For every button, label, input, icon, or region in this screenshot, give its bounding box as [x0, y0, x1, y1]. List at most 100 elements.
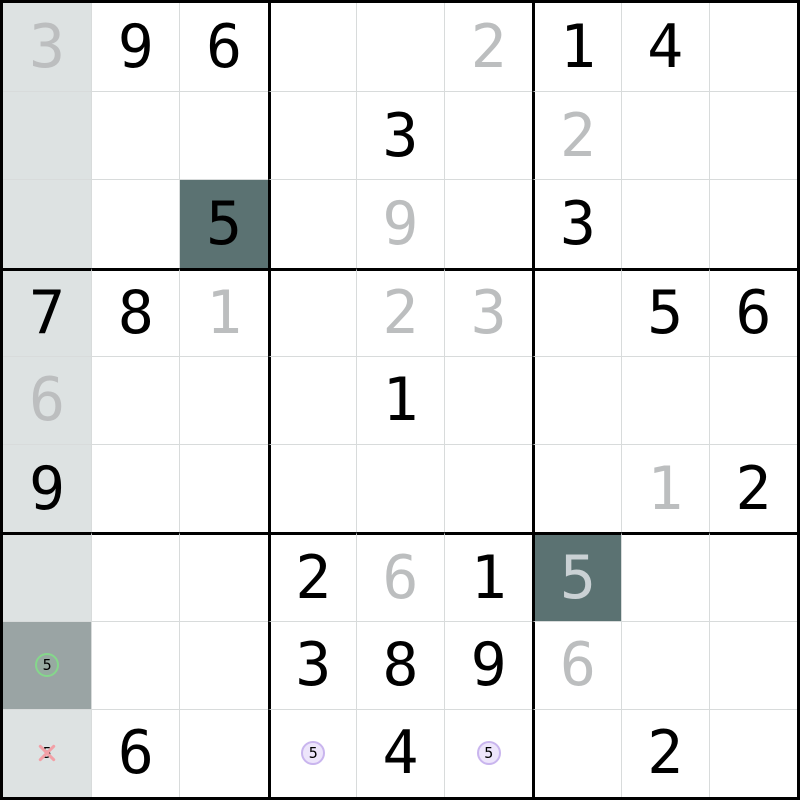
cell-r3c4[interactable]	[267, 179, 356, 268]
cell-r4c6[interactable]: 3	[444, 267, 533, 356]
cell-r7c1[interactable]	[3, 532, 92, 621]
cell-r9c9[interactable]	[708, 708, 797, 797]
cell-r5c8[interactable]	[620, 355, 709, 445]
cell-r7c9[interactable]	[708, 532, 797, 621]
cell-r5c1[interactable]: 6	[3, 355, 92, 445]
cell-r3c9[interactable]	[708, 179, 797, 268]
cell-r1c8[interactable]: 4	[620, 3, 709, 92]
cell-r5c4[interactable]	[267, 355, 356, 445]
cell-r8c8[interactable]	[620, 620, 709, 709]
cell-r6c1[interactable]: 9	[3, 444, 92, 533]
cell-r3c6[interactable]	[444, 179, 533, 268]
cell-r1c6[interactable]: 2	[444, 3, 533, 92]
cell-digit: 6	[559, 630, 596, 701]
cell-r7c7[interactable]: 5	[532, 532, 621, 621]
cell-r4c8[interactable]: 5	[620, 267, 709, 356]
cell-r5c2[interactable]	[91, 355, 180, 445]
cell-r9c1[interactable]: 5	[3, 708, 92, 797]
cell-digit: 2	[647, 718, 684, 789]
cell-r6c9[interactable]: 2	[708, 444, 797, 533]
cell-r8c3[interactable]	[179, 620, 268, 709]
cell-r1c9[interactable]	[708, 3, 797, 92]
cell-r6c4[interactable]	[267, 444, 356, 533]
cell-r6c6[interactable]	[444, 444, 533, 533]
cell-r6c3[interactable]	[179, 444, 268, 533]
cell-r9c5[interactable]: 4	[355, 708, 445, 797]
cell-r6c8[interactable]: 1	[620, 444, 709, 533]
cell-r2c9[interactable]	[708, 91, 797, 180]
cell-r3c5[interactable]: 9	[355, 179, 445, 268]
cell-r2c8[interactable]	[620, 91, 709, 180]
cell-digit: 6	[205, 12, 243, 83]
cell-r6c7[interactable]	[532, 444, 621, 533]
cell-r1c1[interactable]: 3	[3, 3, 92, 92]
cell-r7c4[interactable]: 2	[267, 532, 356, 621]
candidate-digit: 5	[42, 655, 52, 674]
cell-r8c1[interactable]: 5	[3, 620, 92, 709]
cell-digit: 1	[382, 365, 419, 436]
cell-r1c4[interactable]	[267, 3, 356, 92]
cell-r3c8[interactable]	[620, 179, 709, 268]
cell-r9c7[interactable]	[532, 708, 621, 797]
cell-r9c3[interactable]	[179, 708, 268, 797]
cell-r5c9[interactable]	[708, 355, 797, 445]
cell-r2c6[interactable]	[444, 91, 533, 180]
cell-r2c7[interactable]: 2	[532, 91, 621, 180]
cell-digit: 8	[382, 630, 419, 701]
cell-r4c1[interactable]: 7	[3, 267, 92, 356]
green-circle-mark: 5	[35, 653, 60, 678]
cell-r2c5[interactable]: 3	[355, 91, 445, 180]
cell-r4c2[interactable]: 8	[91, 267, 180, 356]
cell-r9c6[interactable]: 5	[444, 708, 533, 797]
cell-r5c7[interactable]	[532, 355, 621, 445]
cell-r2c1[interactable]	[3, 91, 92, 180]
cell-r2c4[interactable]	[267, 91, 356, 180]
cell-digit: 1	[470, 542, 507, 613]
cell-r9c4[interactable]: 5	[267, 708, 356, 797]
cell-r4c5[interactable]: 2	[355, 267, 445, 356]
cell-r4c3[interactable]: 1	[179, 267, 268, 356]
cell-r5c5[interactable]: 1	[355, 355, 445, 445]
cell-r8c5[interactable]: 8	[355, 620, 445, 709]
cell-r8c6[interactable]: 9	[444, 620, 533, 709]
cell-digit: 1	[647, 453, 684, 524]
cell-r7c6[interactable]: 1	[444, 532, 533, 621]
cell-r3c1[interactable]	[3, 179, 92, 268]
cell-r8c2[interactable]	[91, 620, 180, 709]
cell-r5c6[interactable]	[444, 355, 533, 445]
candidate-digit: 5	[308, 743, 318, 762]
cell-digit: 5	[205, 189, 243, 260]
cell-r4c7[interactable]	[532, 267, 621, 356]
cell-r9c2[interactable]: 6	[91, 708, 180, 797]
cell-digit: 7	[29, 278, 66, 349]
cell-r2c2[interactable]	[91, 91, 180, 180]
cell-digit: 4	[382, 718, 419, 789]
cell-digit: 3	[382, 100, 419, 171]
cell-r1c7[interactable]: 1	[532, 3, 621, 92]
cell-r3c2[interactable]	[91, 179, 180, 268]
cell-r6c5[interactable]	[355, 444, 445, 533]
cell-r3c3[interactable]: 5	[179, 179, 268, 268]
cell-r5c3[interactable]	[179, 355, 268, 445]
cell-r4c4[interactable]	[267, 267, 356, 356]
cell-r1c5[interactable]	[355, 3, 445, 92]
cell-r8c4[interactable]: 3	[267, 620, 356, 709]
cell-digit: 2	[295, 542, 332, 613]
cell-r2c3[interactable]	[179, 91, 268, 180]
cell-r1c3[interactable]: 6	[179, 3, 268, 92]
cell-r7c8[interactable]	[620, 532, 709, 621]
cell-digit: 6	[382, 542, 419, 613]
cell-r8c9[interactable]	[708, 620, 797, 709]
cell-r1c2[interactable]: 9	[91, 3, 180, 92]
cell-digit: 2	[559, 100, 596, 171]
cell-r3c7[interactable]: 3	[532, 179, 621, 268]
cell-r9c8[interactable]: 2	[620, 708, 709, 797]
cell-digit: 1	[205, 278, 243, 349]
cell-r7c5[interactable]: 6	[355, 532, 445, 621]
cell-r8c7[interactable]: 6	[532, 620, 621, 709]
cell-r6c2[interactable]	[91, 444, 180, 533]
cell-digit: 2	[735, 453, 772, 524]
cell-r7c3[interactable]	[179, 532, 268, 621]
cell-r7c2[interactable]	[91, 532, 180, 621]
cell-r4c9[interactable]: 6	[708, 267, 797, 356]
